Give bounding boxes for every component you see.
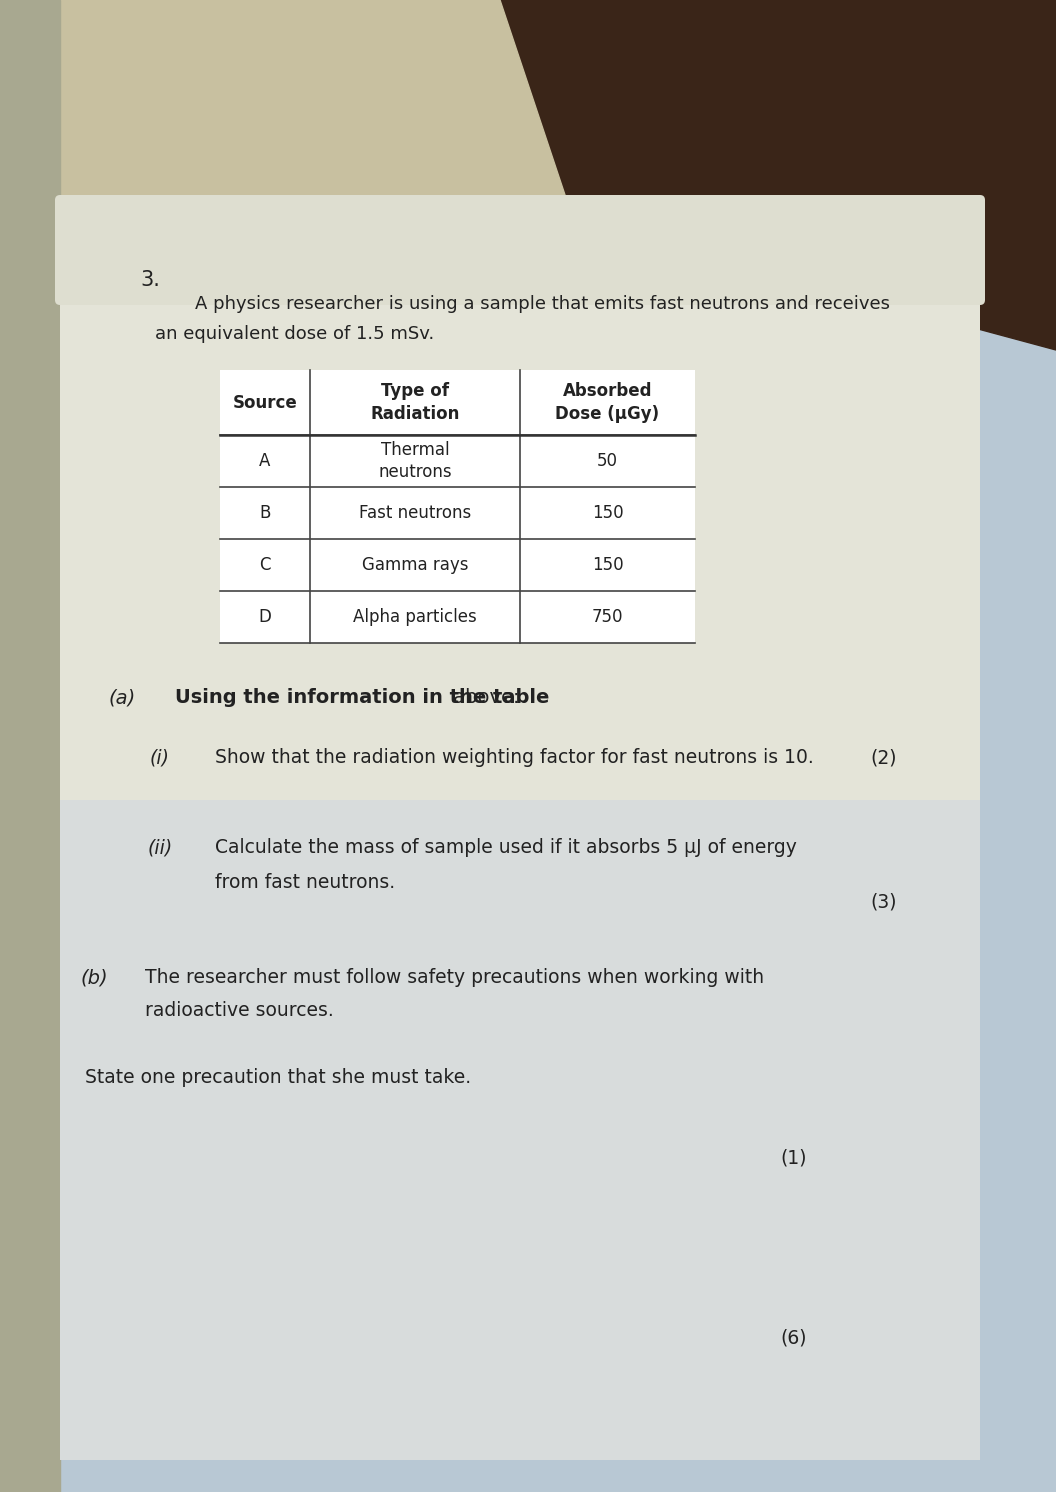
Text: Alpha particles: Alpha particles <box>353 609 477 627</box>
Bar <box>60 200 980 1461</box>
Text: (3): (3) <box>870 894 897 912</box>
Bar <box>0 0 60 1492</box>
Text: The researcher must follow safety precautions when working with: The researcher must follow safety precau… <box>145 968 765 988</box>
Text: A physics researcher is using a sample that emits fast neutrons and receives: A physics researcher is using a sample t… <box>195 295 890 313</box>
Text: D: D <box>259 609 271 627</box>
FancyBboxPatch shape <box>55 195 985 304</box>
Text: Using the information in the table: Using the information in the table <box>175 688 549 707</box>
Text: Gamma rays: Gamma rays <box>362 557 468 574</box>
Text: (ii): (ii) <box>148 839 173 856</box>
Text: 150: 150 <box>591 557 623 574</box>
Text: (b): (b) <box>80 968 108 988</box>
Bar <box>220 370 695 643</box>
Text: radioactive sources.: radioactive sources. <box>145 1001 334 1021</box>
Text: (1): (1) <box>780 1147 807 1167</box>
Text: Fast neutrons: Fast neutrons <box>359 504 471 522</box>
Text: 3.: 3. <box>140 270 159 289</box>
Text: from fast neutrons.: from fast neutrons. <box>215 873 395 892</box>
Polygon shape <box>400 0 1056 351</box>
Text: 150: 150 <box>591 504 623 522</box>
Text: State one precaution that she must take.: State one precaution that she must take. <box>84 1068 471 1088</box>
Text: above:: above: <box>447 688 520 707</box>
Text: Calculate the mass of sample used if it absorbs 5 μJ of energy: Calculate the mass of sample used if it … <box>215 839 797 856</box>
Text: (6): (6) <box>780 1328 807 1347</box>
Text: (i): (i) <box>150 747 170 767</box>
Text: B: B <box>260 504 270 522</box>
Text: 50: 50 <box>597 452 618 470</box>
Text: A: A <box>260 452 270 470</box>
Text: Show that the radiation weighting factor for fast neutrons is 10.: Show that the radiation weighting factor… <box>215 747 814 767</box>
Text: Type of
Radiation: Type of Radiation <box>371 382 459 424</box>
Polygon shape <box>0 0 600 400</box>
Text: Absorbed
Dose (μGy): Absorbed Dose (μGy) <box>555 382 660 424</box>
Text: Source: Source <box>232 394 298 412</box>
Text: C: C <box>260 557 270 574</box>
Text: Thermal
neutrons: Thermal neutrons <box>378 442 452 480</box>
Bar <box>220 370 695 643</box>
Text: (a): (a) <box>108 688 135 707</box>
Text: 750: 750 <box>591 609 623 627</box>
Bar <box>60 800 980 1461</box>
Text: an equivalent dose of 1.5 mSv.: an equivalent dose of 1.5 mSv. <box>155 325 434 343</box>
Text: (2): (2) <box>870 747 897 767</box>
